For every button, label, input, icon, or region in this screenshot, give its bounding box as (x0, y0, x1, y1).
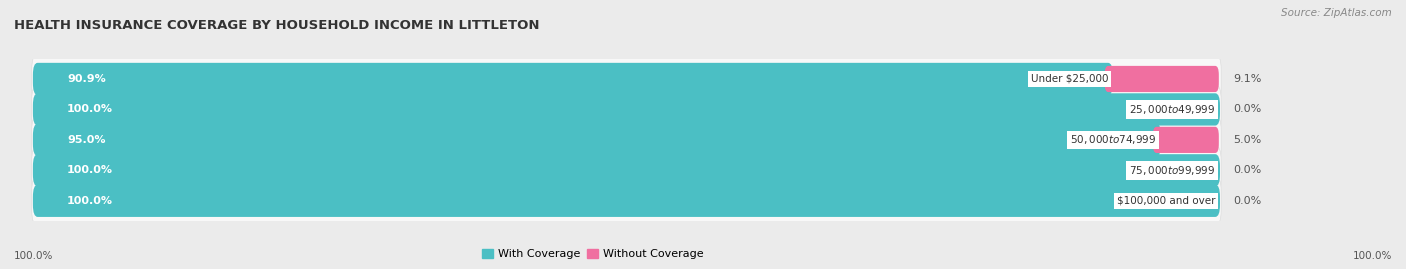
Text: 0.0%: 0.0% (1233, 104, 1261, 114)
FancyBboxPatch shape (32, 63, 1112, 95)
Text: $75,000 to $99,999: $75,000 to $99,999 (1129, 164, 1215, 177)
FancyBboxPatch shape (32, 115, 1222, 165)
FancyBboxPatch shape (1105, 66, 1219, 92)
FancyBboxPatch shape (1153, 127, 1219, 153)
Text: 95.0%: 95.0% (67, 135, 105, 145)
FancyBboxPatch shape (32, 54, 1222, 104)
Text: 100.0%: 100.0% (14, 251, 53, 261)
Text: Source: ZipAtlas.com: Source: ZipAtlas.com (1281, 8, 1392, 18)
FancyBboxPatch shape (32, 154, 1220, 186)
Text: 90.9%: 90.9% (67, 74, 105, 84)
Text: 9.1%: 9.1% (1233, 74, 1261, 84)
Text: 100.0%: 100.0% (67, 196, 112, 206)
FancyBboxPatch shape (32, 176, 1222, 225)
Text: 0.0%: 0.0% (1233, 196, 1261, 206)
FancyBboxPatch shape (32, 185, 1220, 217)
Text: $25,000 to $49,999: $25,000 to $49,999 (1129, 103, 1215, 116)
Text: 100.0%: 100.0% (67, 165, 112, 175)
Text: HEALTH INSURANCE COVERAGE BY HOUSEHOLD INCOME IN LITTLETON: HEALTH INSURANCE COVERAGE BY HOUSEHOLD I… (14, 19, 540, 32)
FancyBboxPatch shape (32, 93, 1220, 126)
Text: $50,000 to $74,999: $50,000 to $74,999 (1070, 133, 1156, 146)
FancyBboxPatch shape (32, 146, 1222, 195)
Legend: With Coverage, Without Coverage: With Coverage, Without Coverage (478, 244, 707, 263)
Text: 100.0%: 100.0% (1353, 251, 1392, 261)
FancyBboxPatch shape (32, 124, 1161, 156)
Text: 100.0%: 100.0% (67, 104, 112, 114)
FancyBboxPatch shape (32, 85, 1222, 134)
Text: 0.0%: 0.0% (1233, 165, 1261, 175)
Text: $100,000 and over: $100,000 and over (1116, 196, 1215, 206)
Text: Under $25,000: Under $25,000 (1031, 74, 1108, 84)
Text: 5.0%: 5.0% (1233, 135, 1261, 145)
